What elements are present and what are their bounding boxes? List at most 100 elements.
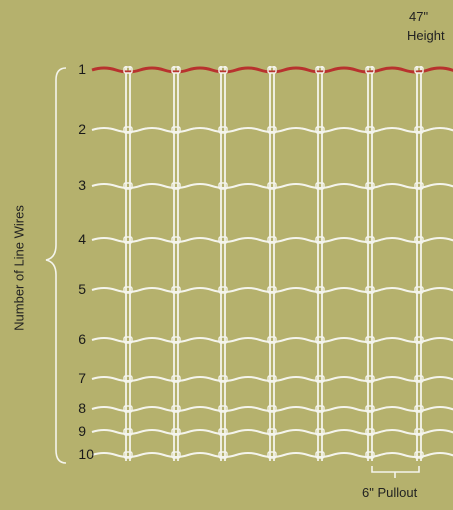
stay-wire (173, 66, 179, 461)
wire-knot (123, 428, 133, 436)
wire-knot (123, 236, 133, 244)
wire-knot (123, 336, 133, 344)
line-wire-number: 3 (78, 177, 86, 193)
wire-knot (414, 375, 424, 383)
wire-knot (267, 286, 277, 294)
wire-knot (123, 451, 133, 459)
wire-knot (171, 336, 181, 344)
wire-knot (171, 286, 181, 294)
wire-knot (171, 451, 181, 459)
height-unit: Height (407, 28, 445, 43)
line-wire-number: 10 (78, 446, 94, 462)
wire-knot (218, 66, 228, 74)
pullout-label: 6" Pullout (362, 485, 418, 500)
wire-knot (365, 182, 375, 190)
line-wire (91, 376, 453, 382)
wire-knot (123, 66, 133, 74)
height-value: 47" (409, 9, 429, 24)
wire-knot (218, 375, 228, 383)
wire-knot (218, 126, 228, 134)
wire-knot (267, 375, 277, 383)
wire-knot (365, 236, 375, 244)
line-wire-number: 2 (78, 121, 86, 137)
stay-wire (367, 66, 373, 461)
line-wire-number: 6 (78, 331, 86, 347)
wire-knot (414, 236, 424, 244)
wire-knot (218, 428, 228, 436)
line-wires (91, 66, 453, 458)
wire-knot (365, 126, 375, 134)
line-wire-number: 9 (78, 423, 86, 439)
pullout-bracket (371, 466, 420, 478)
wire-knot (315, 451, 325, 459)
wire-knot (267, 428, 277, 436)
stay-wire (317, 66, 323, 461)
line-wire (91, 337, 453, 343)
wire-knot (414, 336, 424, 344)
wire-knot (123, 126, 133, 134)
wire-knot (171, 182, 181, 190)
wire-knot (414, 126, 424, 134)
top-line-wire (91, 66, 453, 74)
wire-knot (267, 451, 277, 459)
stay-wires (125, 66, 422, 461)
line-wire (91, 237, 453, 243)
wire-knot (414, 66, 424, 74)
wire-knot (315, 66, 325, 74)
wire-knot (171, 236, 181, 244)
wire-knot (365, 375, 375, 383)
wire-knot (267, 182, 277, 190)
wire-knot (365, 66, 375, 74)
wire-knot (315, 428, 325, 436)
wire-knot (171, 428, 181, 436)
wire-knot (171, 66, 181, 74)
wire-knot (315, 336, 325, 344)
wire-knot (365, 286, 375, 294)
wire-knot (218, 451, 228, 459)
wire-knot (365, 428, 375, 436)
wire-knot (123, 182, 133, 190)
wire-knot (315, 236, 325, 244)
wire-knot (218, 286, 228, 294)
wire-knot (171, 405, 181, 413)
stay-wire (269, 66, 275, 461)
line-wire-number: 4 (78, 231, 86, 247)
wire-knot (414, 286, 424, 294)
line-wire (91, 452, 453, 458)
wire-knot (315, 182, 325, 190)
wire-knot (123, 405, 133, 413)
line-wire (91, 183, 453, 189)
stay-wire (125, 66, 131, 461)
wire-knot (123, 375, 133, 383)
line-wire-number: 7 (78, 370, 86, 386)
wire-knot (365, 405, 375, 413)
wire-knot (218, 182, 228, 190)
line-wires-axis-label: Number of Line Wires (11, 205, 27, 331)
wire-knot (218, 236, 228, 244)
wire-knot (315, 405, 325, 413)
line-wire-number: 1 (78, 61, 86, 77)
wire-knot (315, 375, 325, 383)
wire-knot (414, 451, 424, 459)
wire-knot (218, 405, 228, 413)
wire-knot (267, 236, 277, 244)
line-wire (91, 127, 453, 133)
wire-knot (414, 428, 424, 436)
wire-knot (365, 336, 375, 344)
wire-knot (267, 405, 277, 413)
wire-knot (123, 286, 133, 294)
wire-knot (171, 375, 181, 383)
wire-knot (171, 126, 181, 134)
stay-wire (220, 66, 226, 461)
stay-wire (416, 66, 422, 461)
wire-knot (267, 336, 277, 344)
wire-knots (123, 66, 424, 459)
line-wire-number: 5 (78, 281, 86, 297)
wire-knot (365, 451, 375, 459)
wire-knot (414, 182, 424, 190)
left-brace (45, 67, 67, 464)
line-wire (91, 287, 453, 293)
line-wire (91, 429, 453, 435)
wire-knot (315, 126, 325, 134)
